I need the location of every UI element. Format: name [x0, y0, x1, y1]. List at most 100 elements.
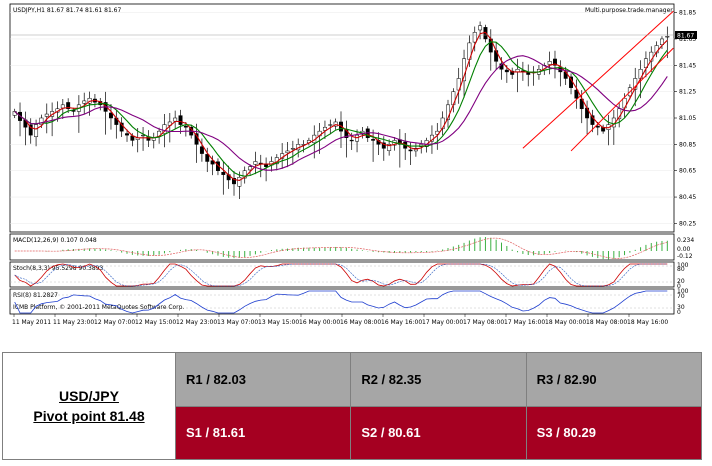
chart-title: USDJPY,H1 81.67 81.74 81.61 81.67: [13, 7, 121, 14]
stoch-label: Stoch(8,3,3) 95.5298 90.3893: [13, 265, 104, 272]
stoch-signal-line: [14, 263, 668, 287]
candle-body: [478, 25, 483, 31]
r1-value: R1 / 82.03: [186, 371, 246, 387]
candle-body: [66, 102, 71, 110]
candle-body: [39, 117, 44, 125]
r2-value: R2 / 82.35: [361, 371, 422, 387]
y-tick-label: 81.45: [679, 62, 696, 69]
candle-body: [205, 154, 210, 162]
y-tick-label: 81.65: [679, 36, 696, 43]
stoch-tick-100: 100: [677, 262, 689, 269]
resistance-row: USD/JPY Pivot point 81.48 R1 / 82.03 R2 …: [2, 352, 703, 460]
candle-body: [28, 124, 33, 136]
candle-body: [285, 150, 290, 154]
r3-value: R3 / 82.90: [536, 371, 597, 387]
x-tick-label: 11 May 23:00: [53, 319, 94, 326]
current-price-box: [675, 31, 697, 39]
candle-body: [183, 125, 188, 128]
forex-chart: USDJPY,H1 81.67 81.74 81.61 81.67 Multi.…: [0, 0, 712, 330]
candle-body: [510, 70, 515, 75]
s1-value: S1 / 81.61: [186, 425, 246, 441]
candle-body: [328, 124, 333, 126]
candle-body: [109, 112, 113, 119]
x-axis: 11 May 2011 11 May 23:00 12 May 07:00 12 Ma…: [12, 314, 668, 326]
r3-cell: R3 / 82.90: [525, 352, 703, 407]
candle-body: [419, 144, 424, 147]
macd-panel: [9, 233, 675, 261]
candle-body: [665, 36, 670, 38]
ma-mid-line: [14, 41, 668, 177]
r2-cell: R2 / 82.35: [350, 352, 527, 407]
x-tick-label: 16 May 16:00: [381, 319, 422, 326]
stoch-tick-20: 20: [677, 278, 685, 285]
macd-histogram: [14, 237, 668, 260]
s3-value: S3 / 80.29: [536, 425, 596, 441]
candle-body: [210, 160, 215, 165]
candle-body: [248, 166, 253, 171]
macd-tick-top: 0.234: [677, 237, 694, 244]
x-tick-label: 16 May 00:00: [299, 319, 340, 326]
s3-cell: S3 / 80.29: [525, 405, 703, 460]
candle-body: [371, 139, 376, 141]
candle-body: [125, 133, 129, 136]
candle-body: [408, 149, 413, 152]
candle-body: [574, 89, 579, 99]
candle-body: [237, 177, 242, 187]
candle-body: [173, 117, 178, 122]
y-tick-label: 81.25: [679, 89, 696, 96]
rsi-tick-0: 0: [677, 309, 681, 316]
candle-body: [82, 100, 87, 104]
macd-label: MACD(12,26,9) 0.107 0.048: [13, 237, 97, 244]
pair-name: USD/JPY: [59, 388, 119, 404]
candle-body: [232, 178, 236, 185]
stoch-lines: [14, 263, 668, 287]
candle-body: [141, 134, 146, 137]
candle-body: [472, 32, 477, 43]
candle-body: [349, 139, 354, 142]
chart-background: [0, 0, 712, 330]
y-tick-label: 81.85: [679, 10, 696, 17]
rsi-line: [14, 290, 668, 314]
ma-slow-line: [14, 55, 668, 171]
s2-value: S2 / 80.61: [361, 425, 421, 441]
pivot-point: Pivot point 81.48: [33, 408, 145, 424]
candle-body: [290, 148, 295, 150]
x-tick-label: 17 May 16:00: [504, 319, 545, 326]
macd-signal-line: [14, 237, 668, 259]
pair-cell: USD/JPY Pivot point 81.48: [2, 352, 176, 460]
candle-body: [633, 78, 638, 90]
x-tick-label: 13 May 07:00: [217, 319, 258, 326]
support-row: S1 / 81.61 S2 / 80.61 S3 / 80.29: [3, 405, 703, 460]
candle-body: [504, 69, 509, 73]
channel-upper-line: [522, 10, 674, 149]
x-tick-label: 12 May 07:00: [94, 319, 135, 326]
candle-body: [387, 144, 392, 151]
candle-body: [322, 126, 327, 131]
candle-body: [199, 146, 204, 154]
candle-body: [60, 104, 65, 109]
x-tick-label: 12 May 23:00: [176, 319, 217, 326]
x-tick-label: 17 May 00:00: [422, 319, 463, 326]
x-tick-label: 18 May 08:00: [586, 319, 627, 326]
candle-body: [381, 142, 386, 149]
candle-body: [547, 61, 552, 65]
indicator-label: Multi.purpose.trade.manager: [585, 7, 673, 14]
candle-body: [221, 172, 226, 175]
candle-body: [590, 115, 595, 125]
candle-body: [178, 115, 183, 125]
candle-body: [253, 161, 258, 165]
rsi-line: [14, 290, 668, 314]
rsi-tick-100: 100: [677, 288, 689, 295]
copyright-footer: ICMB Platform, © 2001-2011 MetaQuotes So…: [13, 304, 184, 311]
candle-body: [595, 125, 600, 128]
x-tick-label: 16 May 08:00: [340, 319, 381, 326]
candle-body: [34, 124, 39, 137]
s1-cell: S1 / 81.61: [174, 405, 352, 460]
x-tick-label: 11 May 2011: [12, 319, 51, 326]
candles: [12, 21, 670, 200]
stoch-panel: [9, 261, 675, 288]
stoch-tick-0: 0: [677, 283, 681, 290]
y-tick-label: 80.65: [679, 168, 696, 175]
price-grid: [10, 12, 674, 224]
y-tick-label: 80.25: [679, 220, 696, 227]
